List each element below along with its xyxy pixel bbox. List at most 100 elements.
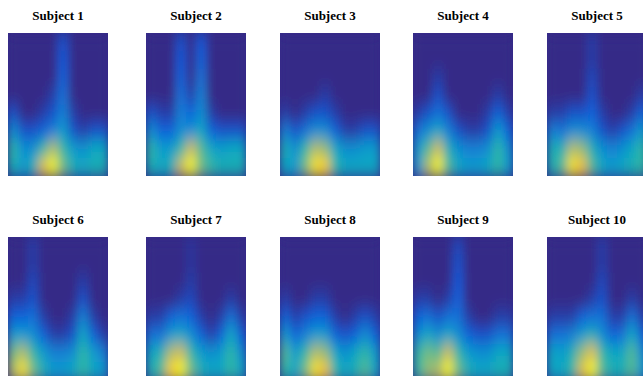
heatmap-cell <box>493 255 504 273</box>
heatmap-cell <box>443 326 454 344</box>
heatmap-cell <box>206 344 217 362</box>
heatmap-cell <box>206 69 217 87</box>
heatmap-cell <box>453 326 464 344</box>
heatmap-cell <box>68 122 79 140</box>
heatmap-cell <box>38 69 49 87</box>
heatmap-cell <box>78 255 89 273</box>
heatmap-cell <box>433 291 444 309</box>
heatmap-cell <box>186 273 197 291</box>
heatmap-cell <box>567 122 578 140</box>
heatmap-cell <box>453 33 464 51</box>
heatmap-cell <box>176 326 187 344</box>
heatmap-cell <box>413 140 424 158</box>
heatmap-cells <box>8 33 108 176</box>
heatmap-cell <box>206 309 217 327</box>
heatmap-cell <box>68 344 79 362</box>
heatmap-cell <box>186 122 197 140</box>
heatmap-cell <box>196 33 207 51</box>
heatmap-cell <box>607 33 618 51</box>
heatmap-cell <box>166 291 177 309</box>
heatmap-cell <box>88 51 99 69</box>
heatmap-cell <box>607 237 618 255</box>
heatmap-cell <box>38 105 49 123</box>
heatmap-cell <box>98 326 108 344</box>
heatmap-cell <box>58 87 69 105</box>
heatmap-cell <box>607 344 618 362</box>
heatmap-cell <box>577 255 588 273</box>
heatmap-cell <box>236 33 246 51</box>
heatmap-cell <box>627 158 638 176</box>
heatmap-cell <box>350 273 361 291</box>
heatmap-cell <box>587 326 598 344</box>
heatmap-cell <box>280 51 291 69</box>
heatmap-cell <box>483 140 494 158</box>
heatmap-cell <box>8 158 19 176</box>
heatmap-cell <box>433 326 444 344</box>
heatmap-cell <box>453 158 464 176</box>
heatmap-cell <box>280 87 291 105</box>
heatmap-cell <box>413 362 424 376</box>
heatmap-cell <box>8 344 19 362</box>
heatmap-cell <box>443 33 454 51</box>
heatmap-cell <box>300 309 311 327</box>
heatmap-cell <box>8 255 19 273</box>
heatmap-cell <box>360 237 371 255</box>
heatmap-cell <box>98 140 108 158</box>
heatmap-cell <box>78 273 89 291</box>
heatmap-cell <box>587 122 598 140</box>
heatmap-cell <box>453 362 464 376</box>
heatmap-cell <box>350 344 361 362</box>
heatmap-cell <box>473 33 484 51</box>
heatmap-cell <box>88 87 99 105</box>
heatmap-cell <box>18 273 29 291</box>
heatmap-cell <box>48 326 59 344</box>
heatmap-cell <box>483 51 494 69</box>
panel-background <box>146 237 246 376</box>
heatmap-cell <box>577 273 588 291</box>
heatmap-cell <box>236 273 246 291</box>
heatmap-cell <box>176 362 187 376</box>
heatmap-cell <box>503 362 513 376</box>
heatmap-cell <box>216 326 227 344</box>
heatmap-cell <box>627 69 638 87</box>
heatmap-cell <box>547 51 558 69</box>
heatmap-cell <box>617 33 628 51</box>
heatmap-cell <box>360 33 371 51</box>
heatmap-cell <box>423 291 434 309</box>
heatmap-cell <box>226 51 237 69</box>
heatmap-cell <box>226 362 237 376</box>
heatmap-cell <box>370 326 380 344</box>
heatmap-cell <box>186 87 197 105</box>
heatmap-cell <box>503 309 513 327</box>
heatmap-cells <box>280 33 380 176</box>
heatmap-cell <box>370 309 380 327</box>
heatmap-cell <box>8 309 19 327</box>
heatmap-cell <box>98 273 108 291</box>
heatmap-cell <box>627 237 638 255</box>
heatmap-cell <box>330 291 341 309</box>
heatmap-cell <box>423 309 434 327</box>
heatmap-cell <box>463 158 474 176</box>
heatmap-cell <box>423 158 434 176</box>
heatmap-cell <box>587 51 598 69</box>
heatmap-cell <box>360 105 371 123</box>
heatmap-cell <box>176 51 187 69</box>
heatmap-cell <box>216 122 227 140</box>
heatmap-cell <box>156 362 167 376</box>
heatmap-cell <box>98 362 108 376</box>
heatmap-cell <box>146 255 157 273</box>
heatmap-cell <box>453 291 464 309</box>
heatmap-cell <box>443 105 454 123</box>
heatmap-cells <box>413 237 513 376</box>
heatmap-cells <box>547 33 643 176</box>
heatmap-cell <box>637 273 643 291</box>
heatmap-cell <box>493 87 504 105</box>
heatmap-cell <box>216 291 227 309</box>
heatmap-cell <box>236 291 246 309</box>
heatmap-cell <box>226 291 237 309</box>
heatmap-cell <box>310 87 321 105</box>
heatmap-cell <box>68 255 79 273</box>
heatmap-cell <box>413 273 424 291</box>
heatmap-cell <box>226 105 237 123</box>
heatmap-cell <box>280 158 291 176</box>
